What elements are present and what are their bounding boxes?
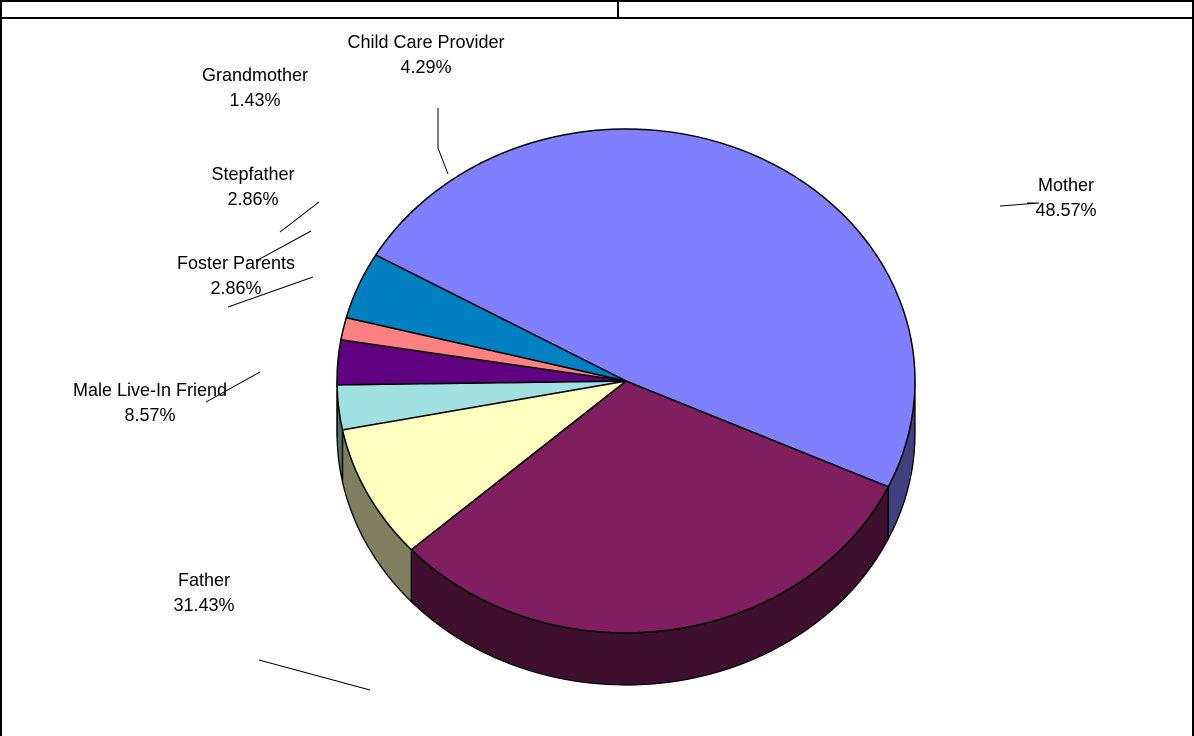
slice-value-mother: 48.57% xyxy=(1035,200,1096,220)
leader-lines xyxy=(205,108,1040,691)
slice-child-care-provider xyxy=(345,254,627,382)
slice-labels: Mother 48.57% Father 31.43% Male Live-In Fri… xyxy=(73,32,1097,615)
slice-mother xyxy=(374,128,916,488)
frame-column-divider xyxy=(617,0,619,18)
frame-right-border xyxy=(1192,0,1194,736)
slice-father xyxy=(410,380,890,634)
frame-top-border xyxy=(0,0,1194,2)
slice-value-father: 31.43% xyxy=(173,595,234,615)
slice-label-grandmother: Grandmother xyxy=(202,65,308,85)
slice-value-foster-parents: 2.86% xyxy=(210,278,261,298)
leader-line-mother xyxy=(999,202,1040,207)
slice-label-mother: Mother xyxy=(1038,175,1094,195)
pie-slices xyxy=(336,128,916,634)
slice-label-stepfather: Stepfather xyxy=(211,164,294,184)
slice-value-male-live-in-friend: 8.57% xyxy=(124,405,175,425)
slice-label-male-live-in-friend: Male Live-In Friend xyxy=(73,380,227,400)
leader-line-grandmother xyxy=(279,201,320,233)
frame-header-divider xyxy=(0,17,1194,19)
leader-line-male-live-in-friend xyxy=(205,371,261,403)
leader-line-father xyxy=(258,659,371,691)
slice-value-child-care-provider: 4.29% xyxy=(400,57,451,77)
slice-value-grandmother: 1.43% xyxy=(229,90,280,110)
leader-line-foster-parents xyxy=(227,276,314,308)
leader-line-child-care-provider xyxy=(437,108,449,175)
leader-line-stepfather xyxy=(255,230,312,262)
slice-value-stepfather: 2.86% xyxy=(227,189,278,209)
slice-label-foster-parents: Foster Parents xyxy=(177,253,295,273)
slice-label-father: Father xyxy=(178,570,230,590)
slice-male-live-in-friend xyxy=(341,380,627,551)
frame-left-border xyxy=(0,0,2,736)
slice-label-child-care-provider: Child Care Provider xyxy=(347,32,504,52)
